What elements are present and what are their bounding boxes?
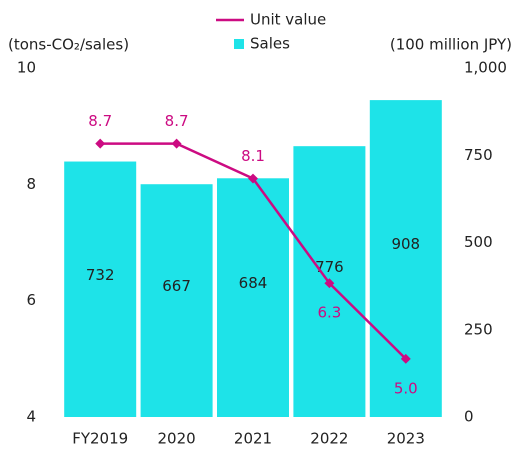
y2-tick-label: 750 — [464, 146, 493, 164]
bar — [217, 178, 289, 417]
bar-value-label: 684 — [239, 274, 268, 292]
y-tick-label: 10 — [17, 59, 36, 77]
x-tick-label: 2020 — [158, 430, 196, 448]
x-tick-label: 2022 — [310, 430, 348, 448]
y2-tick-label: 500 — [464, 233, 493, 251]
y2-tick-label: 0 — [464, 408, 474, 426]
line-marker — [400, 353, 411, 364]
line-marker — [95, 138, 106, 149]
y-axis-title: (tons-CO₂/sales) — [8, 36, 129, 54]
bar — [369, 100, 442, 417]
line-marker — [248, 173, 258, 184]
line-marker — [171, 138, 182, 149]
line-marker — [324, 278, 335, 289]
line-value-label: 6.3 — [317, 304, 341, 322]
bar-value-label: 776 — [315, 258, 344, 276]
y-tick-label: 4 — [26, 408, 36, 426]
bar — [64, 161, 137, 417]
line-value-label: 8.1 — [241, 147, 265, 165]
line-value-label: 5.0 — [394, 379, 418, 397]
y-tick-label: 8 — [26, 175, 36, 193]
line-value-label: 8.7 — [88, 112, 112, 130]
legend-label: Sales — [250, 35, 290, 53]
line-value-label: 8.7 — [165, 112, 189, 130]
legend-label: Unit value — [250, 11, 326, 29]
x-tick-label: 2021 — [234, 430, 272, 448]
bar — [140, 184, 213, 417]
x-tick-label: FY2019 — [72, 430, 128, 448]
y-tick-label: 6 — [26, 291, 36, 309]
legend-swatch — [234, 39, 244, 49]
x-tick-label: 2023 — [387, 430, 425, 448]
bar-value-label: 667 — [162, 277, 191, 295]
bar-value-label: 732 — [86, 266, 115, 284]
y2-tick-label: 250 — [464, 320, 493, 338]
bar-value-label: 908 — [391, 235, 420, 253]
y2-tick-label: 1,000 — [464, 59, 507, 77]
y2-axis-title: (100 million JPY) — [390, 36, 512, 54]
